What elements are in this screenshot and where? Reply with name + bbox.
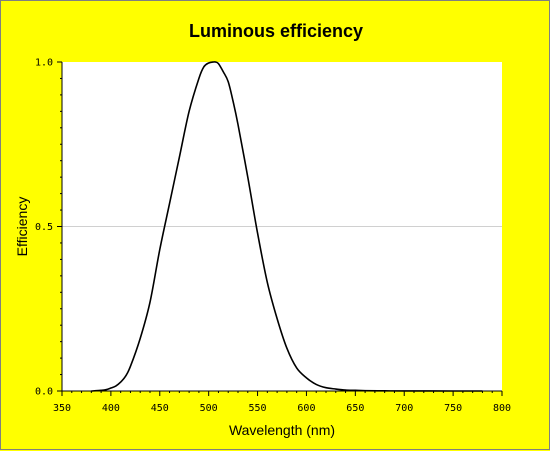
x-tick-label: 700 [395, 403, 413, 414]
x-tick-label: 550 [249, 403, 267, 414]
x-tick-label: 750 [444, 403, 462, 414]
x-tick-label: 450 [151, 403, 169, 414]
x-axis-label: Wavelength (nm) [229, 422, 335, 438]
efficiency-series-line [91, 61, 483, 392]
y-axis-label: Efficiency [14, 197, 30, 257]
y-tick-label: 0.0 [35, 387, 53, 398]
x-tick-label: 500 [200, 403, 218, 414]
x-tick-label: 650 [346, 403, 364, 414]
x-tick-label: 350 [53, 403, 71, 414]
y-tick-label: 0.5 [35, 222, 53, 233]
x-tick-label: 400 [102, 403, 120, 414]
y-tick-label: 1.0 [35, 58, 53, 69]
x-tick-label: 800 [493, 403, 511, 414]
x-tick-label: 600 [297, 403, 315, 414]
chart-title: Luminous efficiency [188, 21, 364, 41]
